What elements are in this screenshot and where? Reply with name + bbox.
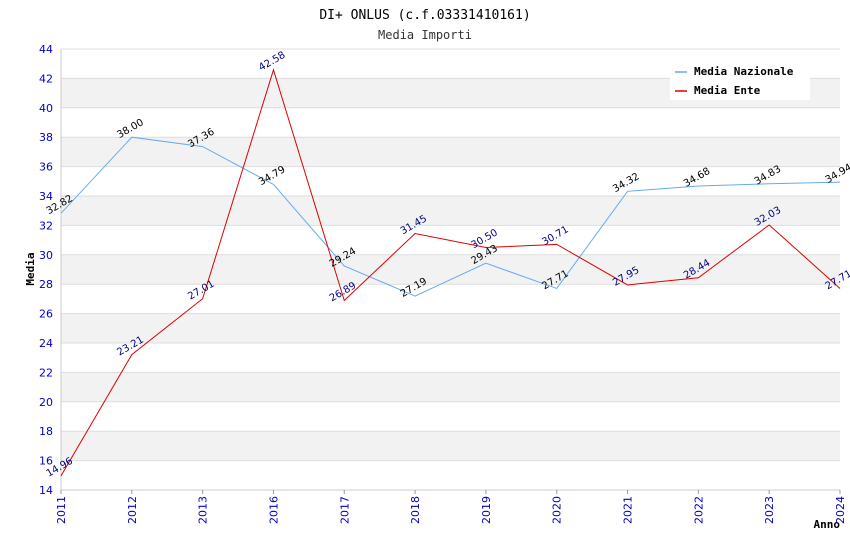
x-tick-label: 2011 (55, 496, 68, 524)
series-line-media-ente (60, 68, 841, 477)
grid-band (61, 431, 840, 461)
y-tick-label: 40 (39, 102, 53, 115)
y-axis-ticks: 14 16 18 20 22 24 26 28 30 32 34 36 38 40 42 44 (39, 43, 53, 497)
legend-label-media-nazionale: Media Nazionale (694, 65, 794, 78)
y-tick-label: 20 (39, 396, 53, 409)
grid-band (61, 284, 840, 314)
grid-band (61, 166, 840, 196)
y-tick-label: 24 (39, 337, 53, 350)
y-tick-label: 34 (39, 190, 53, 203)
y-tick-label: 44 (39, 43, 53, 56)
legend-label-media-ente: Media Ente (694, 84, 761, 97)
y-tick-label: 30 (39, 249, 53, 262)
grid-band (61, 107, 840, 138)
grid-band (61, 401, 840, 432)
y-axis-label: Media (24, 252, 37, 285)
x-tick-label: 2021 (622, 496, 635, 524)
y-tick-label: 28 (39, 278, 53, 291)
x-tick-label: 2016 (267, 496, 280, 524)
grid-band (61, 196, 840, 226)
grid-band (61, 460, 840, 490)
x-axis-label: Anno (814, 518, 841, 531)
y-tick-label: 32 (39, 219, 53, 232)
x-axis-ticks: 2011 2012 2013 2016 2017 2018 2019 2020 2021 2022… (55, 490, 847, 524)
grid-band (61, 372, 840, 402)
x-tick-label: 2024 (834, 496, 847, 524)
y-tick-label: 22 (39, 366, 53, 379)
chart-title: DI+ ONLUS (c.f.03331410161) (319, 8, 530, 23)
series-line-media-nazionale (60, 136, 841, 297)
y-tick-label: 26 (39, 308, 53, 321)
legend: Media Nazionale Media Ente (670, 60, 810, 100)
y-tick-label: 38 (39, 131, 53, 144)
grid-band (61, 313, 840, 343)
x-tick-label: 2013 (197, 496, 210, 524)
x-tick-label: 2022 (692, 496, 705, 524)
x-tick-label: 2018 (409, 496, 422, 524)
legend-box (670, 60, 810, 100)
grid-lines (61, 48, 840, 491)
x-tick-label: 2023 (763, 496, 776, 524)
grid-bands (61, 49, 840, 490)
x-tick-label: 2020 (551, 496, 564, 524)
chart-subtitle: Media Importi (378, 28, 472, 42)
grid-band (61, 343, 840, 373)
y-tick-label: 16 (39, 455, 53, 468)
y-tick-label: 36 (39, 161, 53, 174)
y-tick-label: 18 (39, 425, 53, 438)
x-tick-label: 2012 (126, 496, 139, 524)
x-tick-label: 2017 (338, 496, 351, 524)
y-tick-label: 42 (39, 72, 53, 85)
x-tick-label: 2019 (480, 496, 493, 524)
y-tick-label: 14 (39, 484, 53, 497)
grid-band (61, 137, 840, 167)
series-lines (60, 68, 841, 477)
